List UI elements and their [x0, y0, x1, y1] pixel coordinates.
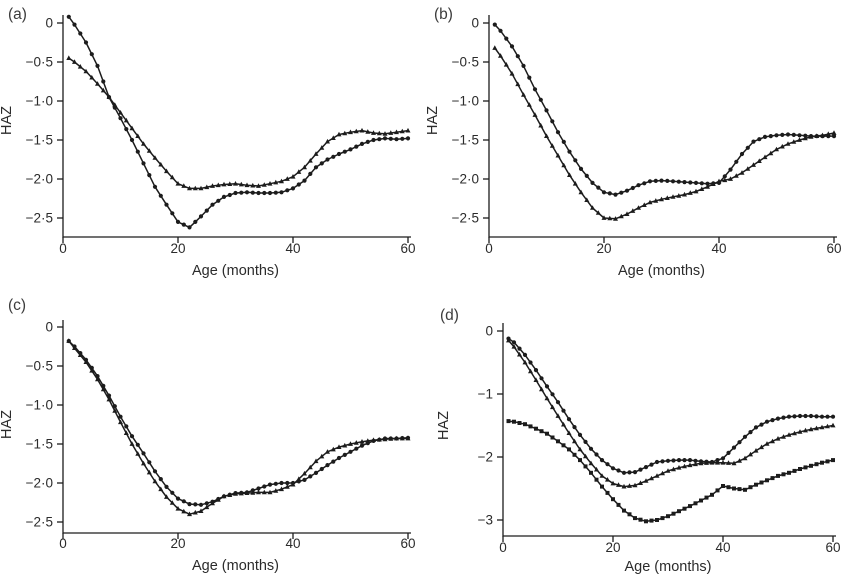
y-axis-title: HAZ	[426, 106, 441, 135]
panel-c-chart: 0 −0·5 −1·0 −1·5 −2·0 −2·5 0 20 40 60 Age (months)…	[0, 297, 416, 574]
x-tick-label: 60	[826, 241, 841, 256]
triangle-marker-curve-markers	[506, 337, 836, 489]
triangle-marker-curve-line	[68, 57, 409, 190]
circle-marker-curve-line	[68, 16, 409, 229]
x-axis-title: Age (months)	[618, 263, 705, 279]
x-tick-label: 60	[825, 540, 840, 555]
x-axis-title: Age (months)	[192, 263, 279, 279]
panel-b: 0 −0·5 −1·0 −1·5 −2·0 −2·5 0 20 40 60 Age (months)…	[426, 0, 852, 289]
y-tick-label: −0·5	[452, 55, 479, 70]
x-axis-title: Age (months)	[192, 558, 279, 574]
circle-marker-curve-markers	[506, 336, 836, 475]
panel-letter-d: (d)	[440, 307, 459, 324]
circle-marker-curve-markers	[66, 338, 411, 507]
triangle-marker-curve-markers	[492, 45, 837, 221]
y-tick-label: −2·5	[26, 515, 53, 530]
x-tick-label: 0	[499, 540, 507, 555]
y-tick-label: −3	[478, 513, 493, 528]
y-axis-title: HAZ	[436, 411, 452, 440]
y-tick-label: −2	[478, 450, 493, 465]
y-tick-label: −1·0	[26, 398, 53, 413]
y-tick-label: 0	[45, 320, 53, 335]
circle-marker-curve-line	[507, 337, 834, 474]
y-tick-label: −2·0	[452, 172, 479, 187]
panel-letter-a: (a)	[8, 6, 27, 23]
circle-marker-curve-markers	[492, 22, 837, 197]
panel-d-chart: 0 −1 −2 −3 0 20 40 60 Age (months) HAZ (d)	[436, 307, 841, 575]
panel-letter-b: (b)	[434, 6, 453, 23]
axes-d	[502, 323, 836, 537]
panel-c: 0 −0·5 −1·0 −1·5 −2·0 −2·5 0 20 40 60 Age (months)…	[0, 289, 426, 578]
circle-marker-curve-markers	[66, 14, 411, 230]
y-tick-label: 0	[471, 16, 479, 31]
square-marker-curve-markers	[506, 419, 835, 524]
x-tick-label: 0	[59, 536, 67, 551]
x-axis-title: Age (months)	[624, 559, 711, 575]
y-tick-label: −1·5	[26, 437, 53, 452]
y-tick-label: −1·0	[26, 94, 53, 109]
x-tick-label: 0	[485, 241, 493, 256]
x-tick-label: 40	[711, 241, 726, 256]
triangle-marker-curve-line	[68, 340, 409, 515]
y-tick-label: −2·0	[26, 172, 53, 187]
axes-c	[62, 320, 411, 534]
x-tick-label: 40	[285, 241, 300, 256]
y-tick-label: −1	[478, 387, 493, 402]
panel-a-chart: 0 −0·5 −1·0 −1·5 −2·0 −2·5 0 20 40 60 Age (months)…	[0, 6, 416, 279]
x-tick-label: 60	[400, 536, 415, 551]
x-tick-label: 20	[170, 241, 185, 256]
y-tick-label: 0	[485, 324, 493, 339]
x-tick-label: 60	[400, 241, 415, 256]
y-tick-label: 0	[45, 16, 53, 31]
panel-d: 0 −1 −2 −3 0 20 40 60 Age (months) HAZ (d)	[426, 289, 852, 578]
y-tick-label: −1·0	[452, 94, 479, 109]
triangle-marker-curve-line	[507, 339, 834, 488]
y-axis-title: HAZ	[0, 106, 15, 135]
y-axis-title: HAZ	[0, 410, 15, 439]
panel-b-chart: 0 −0·5 −1·0 −1·5 −2·0 −2·5 0 20 40 60 Age (months)…	[426, 6, 842, 279]
triangle-marker-curve-markers	[66, 338, 411, 517]
x-tick-label: 20	[596, 241, 611, 256]
x-tick-label: 0	[59, 241, 67, 256]
axes-a	[62, 15, 411, 238]
x-tick-label: 40	[715, 540, 730, 555]
y-tick-label: −0·5	[26, 55, 53, 70]
y-tick-label: −0·5	[26, 359, 53, 374]
panel-letter-c: (c)	[8, 297, 26, 314]
y-tick-label: −2·5	[26, 211, 53, 226]
y-tick-label: −2·0	[26, 476, 53, 491]
panel-a: 0 −0·5 −1·0 −1·5 −2·0 −2·5 0 20 40 60 Age (months)…	[0, 0, 426, 289]
y-tick-label: −2·5	[452, 211, 479, 226]
triangle-marker-curve-markers	[66, 55, 411, 191]
y-tick-label: −1·5	[452, 133, 479, 148]
x-tick-label: 20	[170, 536, 185, 551]
y-tick-label: −1·5	[26, 133, 53, 148]
x-tick-label: 40	[285, 536, 300, 551]
x-tick-label: 20	[605, 540, 620, 555]
